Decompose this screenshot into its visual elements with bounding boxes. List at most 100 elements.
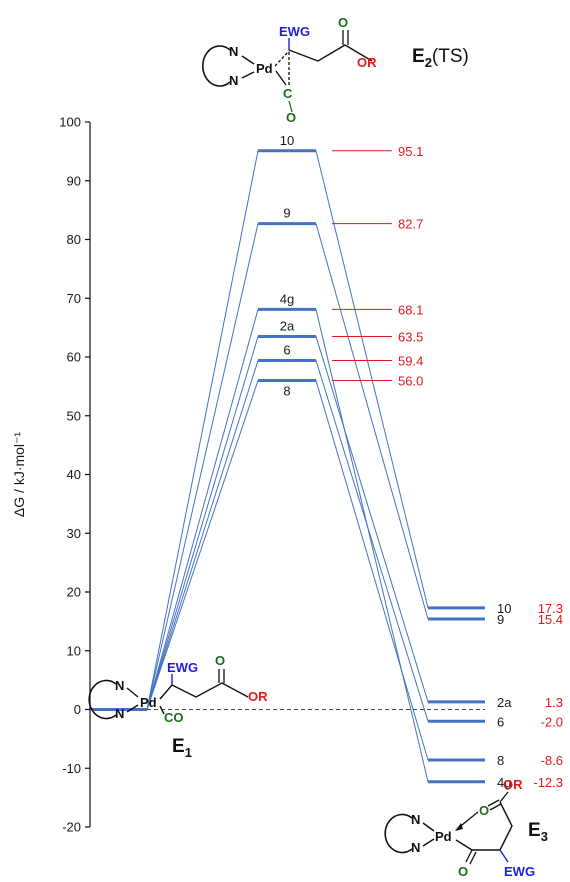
ts-name-label: 6 <box>283 343 290 358</box>
y-tick-label: 50 <box>67 408 81 423</box>
connector-up-9 <box>146 223 259 710</box>
e1-n-bond-bottom <box>126 704 139 713</box>
y-tick-label: 100 <box>59 115 81 130</box>
e1-n-top: N <box>115 678 124 693</box>
connector-down-9 <box>315 223 429 620</box>
y-tick-label: -20 <box>62 820 81 835</box>
e2-ts-structure: N N Pd EWG O OR C O E2(TS) <box>202 15 469 125</box>
y-tick-label: -10 <box>62 761 81 776</box>
product-value-label: 1.3 <box>545 695 563 710</box>
connector-up-6 <box>146 360 259 710</box>
e3-structure: N N Pd O OR O EWG E3 <box>384 777 548 879</box>
e2-n-top: N <box>229 44 238 59</box>
ts-value-label: 82.7 <box>398 217 423 232</box>
e1-or: OR <box>248 689 268 704</box>
y-tick-label: 20 <box>67 585 81 600</box>
ts-name-label: 8 <box>283 384 290 399</box>
product-value-label: 15.4 <box>538 612 563 627</box>
energy-labels: 10 95.1 10 17.3 9 82.7 9 15.4 4g 68.1 4g -12.3 2a 63.… <box>280 133 563 790</box>
e3-o-acyl: O <box>458 864 468 879</box>
connector-up-10 <box>146 150 259 710</box>
y-tick-label: 40 <box>67 467 81 482</box>
connector-up-4g <box>146 309 259 710</box>
y-tick-label: 30 <box>67 526 81 541</box>
e3-o-ester: O <box>479 803 489 818</box>
y-tick-label: 80 <box>67 232 81 247</box>
ts-name-label: 9 <box>283 206 290 221</box>
product-value-label: -8.6 <box>541 753 563 768</box>
ts-name-label: 2a <box>280 318 295 333</box>
product-name-label: 2a <box>497 695 512 710</box>
ts-value-label: 63.5 <box>398 329 423 344</box>
product-name-label: 10 <box>497 601 511 616</box>
e3-arrow-head <box>455 823 463 831</box>
e3-acyl-double-2 <box>469 851 477 865</box>
e2-or: OR <box>357 55 377 70</box>
e1-ewg: EWG <box>167 660 198 675</box>
e1-label: E1 <box>172 736 192 760</box>
e2-pd-co-bond <box>275 70 287 86</box>
e1-ligand-arc <box>88 679 117 720</box>
e3-acyl-double <box>465 849 473 863</box>
e3-or: OR <box>503 777 523 792</box>
product-name-label: 4g <box>497 775 511 790</box>
e3-or-bond <box>499 791 509 803</box>
ts-name-label: 4g <box>280 291 294 306</box>
e3-n-bond-bottom <box>422 838 435 847</box>
connector-down-8 <box>315 380 429 761</box>
product-value-label: -2.0 <box>541 714 563 729</box>
connector-down-2a <box>315 336 429 703</box>
e2-o-ts: O <box>286 110 296 125</box>
e2-n-bottom: N <box>229 73 238 88</box>
y-tick-label: 70 <box>67 291 81 306</box>
e1-n-bottom: N <box>115 706 124 721</box>
ts-value-label: 59.4 <box>398 354 423 369</box>
ts-value-label: 95.1 <box>398 144 423 159</box>
e1-o-carbonyl: O <box>215 653 225 668</box>
e3-ewg: EWG <box>504 864 535 879</box>
e3-n-top: N <box>411 812 420 827</box>
e1-structure: N N Pd EWG CO O OR E1 <box>88 653 268 760</box>
e1-chain <box>159 682 249 700</box>
product-value-label: 17.3 <box>538 601 563 616</box>
e3-ewg-bond <box>499 849 509 863</box>
e3-ester-double <box>487 799 500 807</box>
ts-value-label: 56.0 <box>398 374 423 389</box>
connector-down-6 <box>315 360 429 722</box>
e1-n-bond-top <box>126 687 139 698</box>
e3-ester-double-2 <box>489 803 502 811</box>
e3-pd: Pd <box>435 829 452 844</box>
e2-ligand-arc <box>202 45 231 87</box>
product-name-label: 6 <box>497 714 504 729</box>
e3-n-bond-top <box>422 822 435 832</box>
y-tick-label: 60 <box>67 350 81 365</box>
e2-o-carbonyl: O <box>338 15 348 30</box>
e3-label: E3 <box>528 820 548 844</box>
e2-chain <box>288 44 373 62</box>
e2-label: E2(TS) <box>412 46 469 70</box>
reaction-path-connectors <box>146 150 429 782</box>
product-name-label: 8 <box>497 753 504 768</box>
connector-down-4g <box>315 309 429 782</box>
e1-co-bond <box>159 705 165 715</box>
e1-co: CO <box>164 710 184 725</box>
e2-pd-c-dashed <box>274 50 290 67</box>
e2-c: C <box>283 86 293 101</box>
e3-ligand-arc <box>384 813 413 854</box>
energy-levels <box>92 149 485 784</box>
y-axis: -20 -10 0 10 20 30 40 50 60 70 80 90 100 ΔG / kJ·mol⁻… <box>11 115 91 835</box>
y-axis-title: ΔG / kJ·mol⁻¹ <box>11 432 27 518</box>
y-tick-label: 10 <box>67 643 81 658</box>
connector-down-10 <box>315 150 429 608</box>
e2-n-bond-top <box>241 55 255 65</box>
y-tick-label: 90 <box>67 173 81 188</box>
e2-co-double <box>288 100 293 113</box>
product-value-label: -12.3 <box>533 775 563 790</box>
e1-pd: Pd <box>140 695 157 710</box>
ts-value-label: 68.1 <box>398 302 423 317</box>
connector-up-2a <box>146 336 259 710</box>
e3-n-bottom: N <box>411 840 420 855</box>
e2-ewg: EWG <box>279 24 310 39</box>
ts-name-label: 10 <box>280 133 294 148</box>
